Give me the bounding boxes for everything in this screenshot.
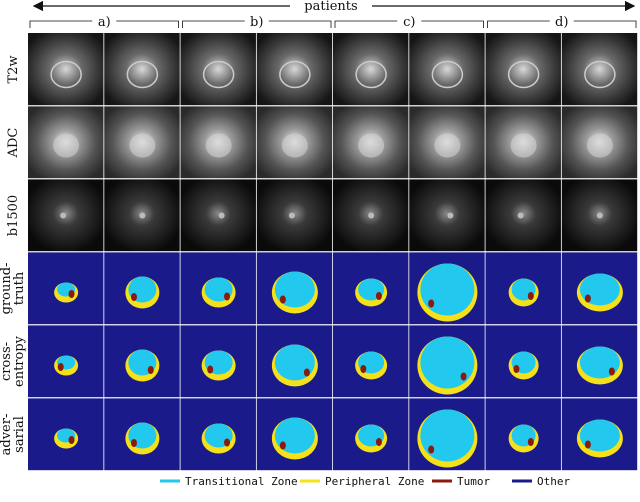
transitional-zone [420, 263, 475, 316]
prostate [205, 133, 232, 158]
bracket [487, 20, 637, 28]
prostate [434, 133, 461, 158]
tumor [584, 294, 591, 303]
row-label: b1500 [6, 195, 21, 236]
prostate [507, 60, 540, 89]
tumor [527, 292, 534, 300]
row-label: T2w [6, 55, 21, 83]
tumor [68, 290, 75, 298]
prostate [584, 60, 616, 89]
tumor [428, 299, 435, 308]
mri-image [409, 33, 485, 106]
mri-image [180, 33, 256, 106]
prostate [510, 133, 537, 158]
mri-image [409, 179, 485, 252]
row-label: cross- [0, 342, 14, 381]
patient-label: b) [250, 15, 263, 30]
prostate [129, 133, 156, 158]
lesion [288, 212, 295, 219]
tumor [279, 441, 286, 450]
transitional-zone [420, 336, 475, 389]
row-label: truth [12, 271, 27, 305]
row-label: ground- [0, 263, 14, 315]
tumor [527, 438, 534, 446]
patient-label: c) [403, 15, 415, 30]
row-label: entropy [12, 335, 27, 387]
mri-image [333, 33, 409, 106]
lesion [218, 212, 225, 219]
prostate [50, 60, 82, 89]
bracket [334, 20, 484, 28]
lesion [139, 212, 146, 219]
patient-label: d) [555, 15, 568, 30]
tumor [375, 292, 382, 300]
bracket [29, 20, 179, 28]
tumor [584, 440, 591, 449]
mri-image [561, 33, 638, 106]
lesion [60, 212, 67, 219]
tumor [375, 438, 382, 446]
tumor [68, 436, 75, 444]
prostate [281, 133, 308, 158]
bracket [182, 20, 332, 28]
tumor [224, 438, 231, 447]
tumor [460, 372, 467, 381]
row-label: ADC [6, 128, 21, 159]
tumor [130, 293, 137, 301]
tumor [57, 363, 64, 371]
mri-image [485, 33, 561, 106]
legend-label: Other [537, 475, 570, 488]
lesion [447, 212, 454, 219]
prostate [279, 60, 311, 89]
legend-label: Peripheral Zone [325, 475, 424, 488]
lesion [517, 212, 524, 219]
mri-image [180, 179, 256, 252]
prostate [355, 60, 387, 89]
tumor [303, 368, 310, 377]
tumor [130, 439, 137, 447]
transitional-zone [420, 409, 475, 462]
lesion [368, 212, 375, 219]
tumor [428, 445, 435, 454]
prostate [202, 60, 235, 89]
tumor [608, 367, 615, 376]
prostate [126, 60, 159, 89]
lesion [596, 212, 603, 219]
tumor [360, 365, 367, 373]
prostate [431, 60, 464, 89]
legend-label: Tumor [457, 475, 490, 488]
mri-image [28, 33, 104, 106]
prostate [586, 133, 613, 158]
legend-label: Transitional Zone [185, 475, 298, 488]
tumor [147, 366, 154, 374]
patient-label: a) [98, 15, 111, 30]
tumor [279, 295, 286, 304]
mri-image [104, 33, 180, 106]
tumor [513, 365, 520, 373]
tumor [207, 365, 214, 374]
prostate [358, 133, 385, 158]
row-label: sarial [12, 416, 27, 453]
tumor [224, 292, 231, 301]
prostate [53, 133, 80, 158]
row-label: adver- [0, 414, 14, 456]
header-title: patients [304, 0, 357, 14]
mri-image [256, 33, 333, 106]
